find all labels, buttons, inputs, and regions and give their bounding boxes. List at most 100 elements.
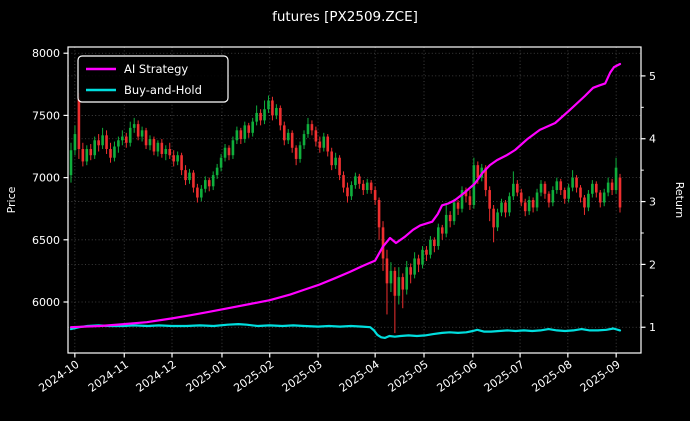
candle-body	[140, 130, 144, 137]
candle-body	[508, 196, 511, 213]
candle-body	[385, 258, 389, 284]
candle-body	[69, 150, 73, 176]
candle-body	[263, 109, 266, 121]
candle-body	[440, 227, 444, 234]
candle-body	[539, 183, 543, 193]
candle-body	[468, 196, 472, 205]
x-tick-label: 2025-02	[231, 358, 276, 395]
candle-body	[239, 130, 243, 140]
candle-body	[401, 277, 405, 290]
buy-and-hold-line	[69, 323, 622, 339]
candle-body	[211, 175, 215, 187]
plot-border	[67, 46, 642, 354]
candle-body	[73, 134, 77, 151]
candle-body	[377, 200, 381, 228]
x-tick-label: 2024-11	[86, 358, 131, 395]
candle-body	[81, 149, 85, 162]
candle-body	[350, 185, 353, 197]
candle-body	[132, 124, 136, 128]
legend-label-buy-and-hold: Buy-and-Hold	[124, 83, 202, 97]
candle-body	[164, 149, 168, 154]
candle-body	[136, 124, 140, 137]
candle-body	[527, 200, 531, 212]
y-tick-label-right: 4	[649, 133, 656, 146]
grid	[68, 47, 641, 353]
candle-body	[405, 267, 409, 290]
candle-body	[247, 125, 251, 133]
candle-body	[282, 125, 286, 141]
candle-body	[172, 155, 175, 162]
candle-body	[610, 182, 614, 191]
candle-body	[176, 155, 179, 162]
y-tick-label-right: 1	[649, 321, 656, 334]
candle-body	[251, 121, 254, 133]
candle-body	[512, 183, 515, 197]
legend-label-ai-strategy: AI Strategy	[124, 62, 188, 76]
candle-body	[397, 277, 401, 296]
x-tick-label: 2025-04	[337, 358, 382, 395]
candle-body	[148, 139, 152, 146]
candle-body	[555, 181, 559, 191]
candle-body	[437, 227, 440, 247]
candle-body	[101, 135, 104, 146]
y-tick-label-right: 5	[649, 70, 656, 83]
candle-body	[602, 192, 606, 203]
candle-body	[231, 140, 235, 156]
y-tick-label-left: 6000	[32, 296, 60, 309]
candle-body	[338, 157, 341, 176]
candle-body	[97, 140, 100, 146]
candle-body	[334, 157, 337, 166]
candle-body	[500, 202, 503, 213]
candle-body	[567, 187, 570, 199]
candle-body	[516, 183, 519, 193]
candle-body	[267, 100, 270, 110]
legend: AI Strategy Buy-and-Hold	[77, 55, 229, 103]
candle-body	[448, 214, 452, 222]
candle-body	[417, 258, 420, 265]
candle-body	[614, 167, 618, 191]
candle-body	[290, 132, 294, 148]
chart-title: futures [PX2509.ZCE]	[272, 9, 418, 25]
candle-body	[381, 227, 385, 259]
candle-body	[286, 132, 290, 141]
x-tick-label: 2025-06	[434, 358, 479, 395]
candle-body	[306, 124, 310, 135]
candle-body	[571, 177, 574, 188]
candle-body	[203, 180, 207, 189]
candle-body	[618, 177, 622, 208]
candle-body	[393, 270, 397, 296]
candle-body	[259, 112, 262, 121]
candle-body	[243, 125, 247, 140]
candle-body	[144, 130, 148, 146]
x-tick-label: 2024-10	[36, 358, 81, 395]
candle-body	[354, 176, 357, 186]
candle-body	[358, 176, 361, 184]
strategy-lines	[69, 62, 622, 339]
candle-body	[563, 190, 567, 199]
candle-body	[476, 165, 480, 178]
candle-body	[452, 202, 456, 222]
y-tick-label-left: 6500	[32, 234, 60, 247]
candle-body	[322, 136, 326, 148]
candle-body	[113, 146, 116, 158]
candle-body	[361, 183, 365, 191]
candle-body	[587, 193, 590, 208]
candle-body	[279, 107, 282, 126]
candle-body	[302, 134, 306, 146]
candle-body	[409, 267, 412, 275]
candle-body	[519, 192, 523, 203]
candle-body	[77, 96, 81, 149]
y-tick-label-left: 8000	[32, 47, 60, 60]
x-tick-label: 2025-01	[184, 358, 229, 395]
candle-body	[591, 183, 594, 194]
candle-body	[595, 183, 598, 193]
x-tick-label: 2025-08	[529, 358, 574, 395]
x-tick-label: 2025-03	[280, 358, 325, 395]
candle-body	[504, 202, 507, 213]
candle-body	[188, 172, 191, 181]
candle-body	[373, 190, 377, 200]
ai-strategy-line	[69, 62, 622, 329]
candle-body	[492, 208, 495, 228]
candle-body	[389, 270, 393, 284]
candle-body	[523, 202, 527, 212]
